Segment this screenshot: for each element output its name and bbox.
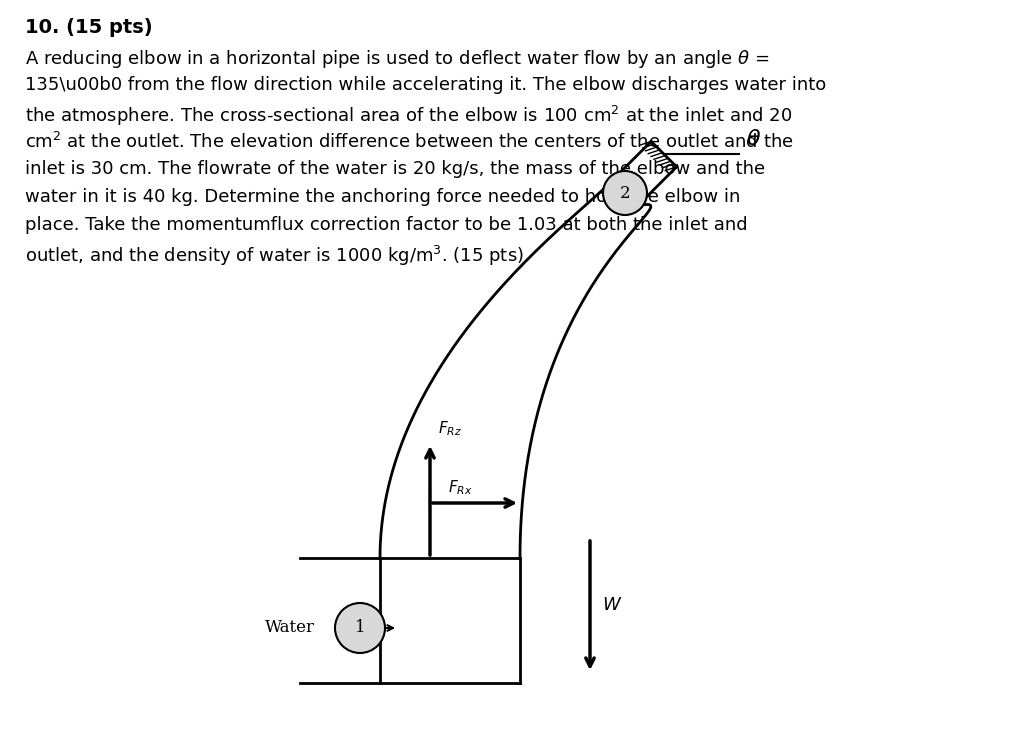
Text: 1: 1 (354, 620, 366, 636)
Text: $F_{Rx}$: $F_{Rx}$ (449, 478, 472, 497)
Text: 10. (15 pts): 10. (15 pts) (25, 18, 153, 37)
Text: cm$^{2}$ at the outlet. The elevation difference between the centers of the outl: cm$^{2}$ at the outlet. The elevation di… (25, 132, 794, 152)
Text: water in it is 40 kg. Determine the anchoring force needed to hold the elbow in: water in it is 40 kg. Determine the anch… (25, 188, 740, 206)
Text: 135\u00b0 from the flow direction while accelerating it. The elbow discharges wa: 135\u00b0 from the flow direction while … (25, 76, 826, 94)
Text: place. Take the momentumflux correction factor to be 1.03 at both the inlet and: place. Take the momentumflux correction … (25, 216, 748, 234)
Text: the atmosphere. The cross-sectional area of the elbow is 100 cm$^{2}$ at the inl: the atmosphere. The cross-sectional area… (25, 104, 793, 128)
Text: Water: Water (265, 620, 315, 636)
Text: outlet, and the density of water is 1000 kg/m$^{3}$. (15 pts): outlet, and the density of water is 1000… (25, 244, 524, 268)
Text: $W$: $W$ (602, 596, 623, 614)
Text: $\theta$: $\theta$ (745, 128, 761, 150)
Text: inlet is 30 cm. The flowrate of the water is 20 kg/s, the mass of the elbow and : inlet is 30 cm. The flowrate of the wate… (25, 160, 765, 178)
Text: 2: 2 (620, 184, 631, 202)
Circle shape (603, 171, 647, 215)
Text: $F_{Rz}$: $F_{Rz}$ (438, 419, 462, 438)
Text: A reducing elbow in a horizontal pipe is used to deflect water flow by an angle : A reducing elbow in a horizontal pipe is… (25, 48, 770, 70)
Circle shape (335, 603, 385, 653)
